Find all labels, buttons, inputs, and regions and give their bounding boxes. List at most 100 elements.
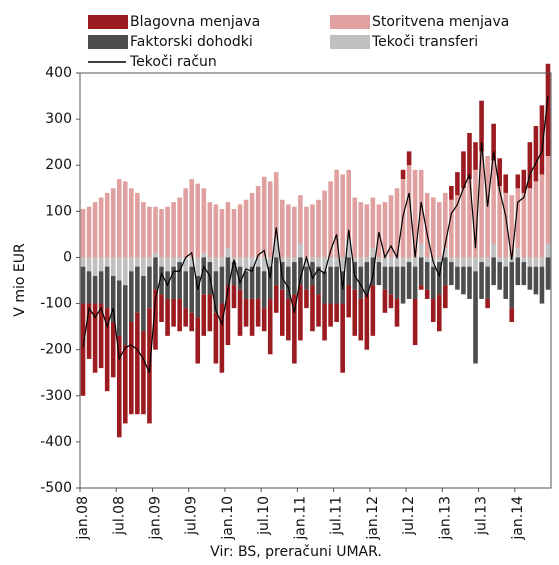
bar (122, 181, 128, 258)
bar (86, 271, 92, 304)
bar (86, 303, 92, 359)
bar (316, 294, 321, 327)
bar (286, 204, 291, 258)
bar (141, 202, 146, 258)
bar (394, 298, 400, 327)
bar (400, 266, 406, 304)
bar (147, 206, 152, 258)
bar (153, 252, 158, 258)
y-tick-label: 400 (45, 65, 72, 81)
bar (467, 266, 472, 299)
bar (225, 248, 231, 258)
bar (352, 257, 358, 263)
x-tick-label: jul.08 (111, 496, 127, 536)
bar (292, 206, 297, 258)
bar (135, 192, 140, 258)
bar (539, 174, 545, 258)
bar (261, 176, 267, 258)
x-tick-label: jul.09 (184, 496, 200, 536)
y-axis-label: V mio EUR (12, 243, 28, 317)
bar (129, 188, 134, 258)
bar (358, 257, 364, 267)
bar (430, 266, 436, 299)
bar (497, 262, 502, 290)
bar (388, 195, 394, 258)
bar (171, 266, 176, 299)
bar (165, 206, 170, 258)
bar (298, 257, 303, 286)
bar (213, 271, 219, 313)
bar (261, 308, 267, 332)
bar (213, 204, 219, 258)
bar (243, 199, 249, 258)
bar (177, 262, 182, 299)
bar (255, 185, 261, 258)
bar (430, 298, 436, 322)
bar (92, 275, 98, 304)
bar (159, 294, 164, 322)
bar (479, 100, 484, 152)
bar (189, 312, 195, 332)
bar (237, 257, 243, 267)
bar (394, 188, 400, 258)
bar (533, 126, 539, 182)
bar (424, 192, 430, 258)
bar (195, 183, 201, 258)
bar (436, 202, 442, 258)
bar (165, 257, 170, 272)
bar (418, 285, 424, 290)
bar (545, 156, 551, 244)
y-tick-label: -300 (40, 388, 72, 404)
bar (346, 285, 352, 318)
bar (322, 303, 327, 341)
bar (104, 308, 110, 392)
bar (443, 257, 448, 286)
bar (207, 257, 213, 263)
bar (110, 188, 116, 258)
bar (304, 289, 309, 309)
bar (219, 257, 225, 267)
bar (261, 257, 267, 272)
bar (412, 266, 418, 299)
bar (424, 289, 430, 299)
bar (449, 257, 454, 263)
bar (219, 266, 225, 304)
bar (183, 271, 188, 309)
bar (358, 298, 364, 341)
bar (461, 188, 466, 258)
bar (273, 285, 279, 313)
bar (412, 298, 418, 346)
bar (316, 266, 321, 295)
bar (207, 294, 213, 332)
bar (545, 243, 551, 258)
bar (485, 266, 490, 299)
bar (521, 169, 527, 193)
bar (243, 257, 249, 272)
bar (430, 197, 436, 258)
bar (376, 257, 382, 263)
bar (491, 243, 496, 258)
bar (110, 275, 116, 322)
bar (424, 257, 430, 263)
bar (249, 192, 255, 258)
bar (364, 262, 370, 295)
bar (92, 303, 98, 373)
bar (298, 285, 303, 341)
bar (382, 289, 388, 313)
bar (322, 271, 327, 304)
bar (255, 257, 261, 267)
source: Vir: BS, preračuni UMAR. (210, 544, 382, 560)
bar (406, 257, 412, 263)
bar (225, 257, 231, 286)
bar (255, 266, 261, 299)
legend-label: Tekoči transferi (371, 34, 478, 50)
bar (195, 275, 201, 318)
bar (370, 197, 376, 249)
bar (485, 257, 490, 267)
bar (116, 280, 122, 336)
bar (80, 303, 86, 396)
bar (80, 257, 86, 267)
bar (267, 181, 273, 258)
bar (183, 257, 188, 272)
